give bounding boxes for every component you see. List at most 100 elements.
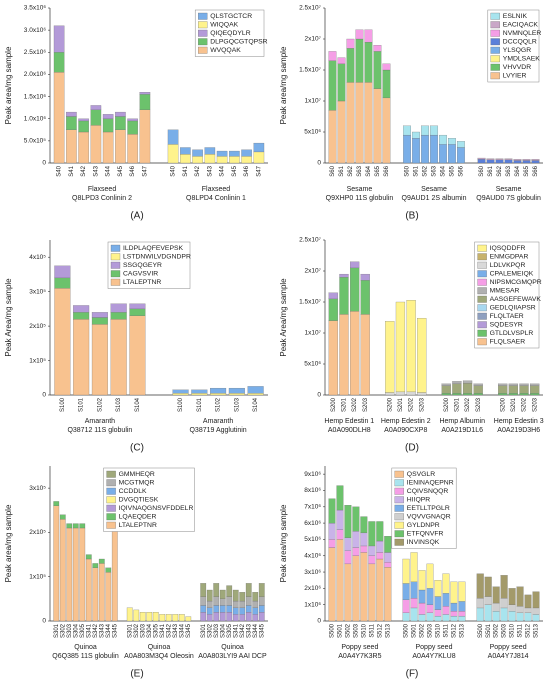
bar-segment bbox=[206, 614, 213, 622]
legend-swatch bbox=[477, 312, 487, 320]
bar-segment bbox=[368, 521, 376, 547]
bar-segment bbox=[247, 386, 264, 394]
bar-segment bbox=[458, 615, 466, 622]
bar-segment bbox=[498, 385, 508, 394]
bar-segment bbox=[328, 51, 337, 61]
group-label: Q9XHP0 11S globulin bbox=[326, 195, 394, 202]
bar-segment bbox=[434, 615, 442, 622]
bar-segment bbox=[172, 393, 189, 396]
bar-segment bbox=[53, 25, 65, 53]
bar-segment bbox=[54, 277, 71, 289]
legend-label: FLQLSAER bbox=[490, 339, 526, 346]
legend-label: DLPGQCGTQPSR bbox=[210, 39, 267, 46]
x-tick-label: S200 bbox=[331, 397, 337, 412]
bar-segment bbox=[430, 134, 438, 164]
bar-segment bbox=[406, 300, 416, 393]
legend-label: EACIQACK bbox=[503, 22, 539, 29]
bar-segment bbox=[232, 607, 239, 615]
bar-segment bbox=[78, 118, 89, 122]
legend-swatch bbox=[477, 321, 487, 329]
bar-segment bbox=[239, 607, 246, 615]
bar-segment bbox=[239, 592, 246, 602]
y-axis-label: Peak area/mg sample bbox=[4, 504, 13, 582]
legend-label: LQAEQDER bbox=[119, 514, 157, 521]
legend-swatch bbox=[198, 21, 208, 29]
x-tick-label: S201 bbox=[454, 397, 460, 412]
bar-segment bbox=[384, 552, 392, 563]
legend-label: GEDLQIIAPSR bbox=[490, 305, 536, 312]
bar-segment bbox=[384, 536, 392, 553]
bar-segment bbox=[448, 138, 456, 145]
x-tick-label: S342 bbox=[93, 623, 99, 638]
bar-segment bbox=[508, 393, 518, 396]
bar-segment bbox=[508, 385, 518, 394]
legend-label: IQIVNAQGNSVFDDELR bbox=[119, 505, 194, 512]
legend-swatch bbox=[477, 261, 487, 269]
bar-segment bbox=[245, 612, 252, 622]
legend-label: WVQQAK bbox=[210, 47, 241, 54]
x-tick-label: S503 bbox=[502, 623, 508, 638]
bar-segment bbox=[126, 607, 133, 622]
group-label: Flaxseed bbox=[202, 186, 231, 193]
bar-segment bbox=[450, 602, 458, 612]
x-tick-label: S512 bbox=[526, 623, 532, 638]
legend-box bbox=[103, 467, 195, 532]
x-tick-label: S62 bbox=[348, 165, 354, 176]
y-tick-label: 2x10⁶ bbox=[304, 585, 321, 592]
x-tick-label: S43 bbox=[93, 165, 99, 176]
bar-segment bbox=[219, 605, 226, 613]
bar-segment bbox=[373, 45, 382, 52]
x-tick-label: S342 bbox=[166, 623, 172, 638]
x-tick-label: S46 bbox=[244, 165, 250, 176]
bar-segment bbox=[78, 120, 89, 133]
legend-swatch bbox=[394, 496, 404, 504]
bar-segment bbox=[73, 312, 90, 320]
bar-segment bbox=[476, 607, 484, 622]
bar-segment bbox=[418, 614, 426, 622]
group-label: A0A803M3Q4 Oleosin bbox=[124, 653, 194, 660]
legend-swatch bbox=[490, 46, 500, 54]
x-tick-label: S304 bbox=[147, 623, 153, 638]
bar-segment bbox=[90, 105, 102, 110]
y-tick-label: 0 bbox=[42, 392, 46, 399]
legend-swatch bbox=[198, 12, 208, 20]
y-tick-label: 4x10⁶ bbox=[304, 552, 321, 559]
legend-swatch bbox=[477, 244, 487, 252]
legend-label: FLQLTAER bbox=[490, 313, 524, 320]
bar-segment bbox=[530, 393, 540, 396]
group-label: Poppy seed bbox=[416, 644, 453, 651]
bar-segment bbox=[159, 614, 166, 622]
x-tick-label: S64 bbox=[366, 165, 372, 176]
x-tick-label: S100 bbox=[178, 397, 184, 412]
legend-swatch bbox=[106, 521, 116, 529]
x-tick-label: S513 bbox=[534, 623, 540, 638]
x-tick-label: S343 bbox=[246, 623, 252, 638]
bar-segment bbox=[426, 604, 434, 613]
group-label: Sesame bbox=[496, 186, 522, 193]
x-tick-label: S500 bbox=[404, 623, 410, 638]
legend-label: IENINAQEPNR bbox=[407, 480, 454, 487]
bar-segment bbox=[376, 552, 384, 560]
bar-segment bbox=[91, 324, 108, 396]
bar-segment bbox=[339, 314, 349, 396]
bar-segment bbox=[98, 558, 105, 564]
bar-segment bbox=[344, 563, 352, 622]
bar-segment bbox=[448, 144, 456, 164]
bar-segment bbox=[115, 116, 126, 130]
x-tick-label: S203 bbox=[532, 397, 538, 412]
legend-label: YMDLSAEK bbox=[503, 56, 540, 63]
y-axis-label: Peak Area/mg sample bbox=[4, 278, 13, 357]
x-tick-label: S200 bbox=[444, 397, 450, 412]
bar-segment bbox=[241, 156, 252, 164]
bar-segment bbox=[531, 159, 540, 161]
legend-swatch bbox=[106, 470, 116, 478]
bar-segment bbox=[139, 109, 151, 164]
legend-label: WIQQAK bbox=[210, 22, 238, 29]
panel-label: (B) bbox=[405, 211, 418, 222]
x-tick-label: S44 bbox=[106, 165, 112, 176]
group-label: Q6Q385 11S globulin bbox=[52, 653, 119, 660]
bar-segment bbox=[373, 51, 382, 89]
legend-label: DCCQQLR bbox=[503, 39, 537, 46]
bar-segment bbox=[395, 301, 406, 393]
x-tick-label: S305 bbox=[227, 623, 233, 638]
